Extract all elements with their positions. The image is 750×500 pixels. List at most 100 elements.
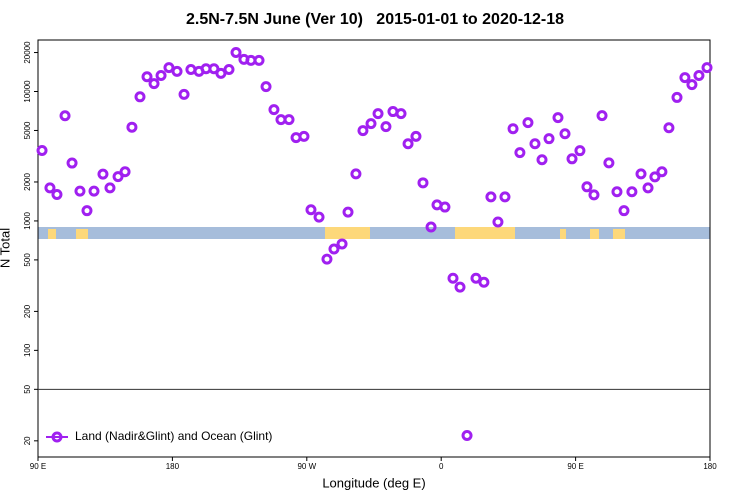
point xyxy=(163,62,175,74)
point xyxy=(283,114,295,126)
y-tick-label: 20000 xyxy=(23,41,32,64)
point xyxy=(36,145,48,157)
point xyxy=(656,166,668,178)
point xyxy=(611,186,623,198)
point xyxy=(686,79,698,91)
point xyxy=(88,185,100,197)
point xyxy=(215,67,227,79)
point xyxy=(603,157,615,169)
point xyxy=(155,69,167,81)
y-tick-label: 2000 xyxy=(23,173,32,191)
point xyxy=(574,145,586,157)
point xyxy=(357,125,369,137)
point xyxy=(223,63,235,75)
point xyxy=(478,276,490,288)
point xyxy=(461,429,473,441)
point xyxy=(268,104,280,116)
y-tick-label: 20 xyxy=(23,436,32,445)
point xyxy=(395,108,407,120)
point xyxy=(81,205,93,217)
point xyxy=(588,189,600,201)
y-tick-label: 200 xyxy=(23,304,32,318)
point xyxy=(439,201,451,213)
point xyxy=(410,130,422,142)
point xyxy=(230,47,242,59)
point xyxy=(618,205,630,217)
point xyxy=(66,157,78,169)
point xyxy=(679,72,691,84)
y-tick-label: 100 xyxy=(23,343,32,357)
point xyxy=(507,123,519,135)
point xyxy=(148,78,160,90)
point xyxy=(134,91,146,103)
point xyxy=(178,88,190,100)
point xyxy=(626,186,638,198)
point xyxy=(126,121,138,133)
point xyxy=(97,168,109,180)
point xyxy=(51,189,63,201)
point xyxy=(328,243,340,255)
land-patch xyxy=(325,227,370,239)
plot-frame xyxy=(37,39,711,458)
point xyxy=(470,272,482,284)
point xyxy=(522,117,534,129)
point xyxy=(104,182,116,194)
point xyxy=(119,166,131,178)
x-tick-label: 180 xyxy=(703,462,717,471)
point xyxy=(253,54,265,66)
point xyxy=(596,110,608,122)
point xyxy=(536,154,548,166)
point xyxy=(380,121,392,133)
x-tick-label: 90 W xyxy=(297,462,316,471)
y-tick-label: 10000 xyxy=(23,80,32,103)
point xyxy=(649,171,661,183)
point xyxy=(336,238,348,250)
point xyxy=(447,272,459,284)
land-patch xyxy=(613,229,625,239)
x-tick-label: 0 xyxy=(439,462,444,471)
point xyxy=(141,71,153,83)
point xyxy=(365,118,377,130)
point xyxy=(485,191,497,203)
x-tick-label: 90 E xyxy=(567,462,583,471)
point xyxy=(305,204,317,216)
point xyxy=(671,91,683,103)
point xyxy=(566,153,578,165)
land-patch xyxy=(455,227,515,239)
point xyxy=(321,253,333,265)
point xyxy=(171,65,183,77)
x-tick-label: 90 E xyxy=(30,462,46,471)
y-tick-label: 50 xyxy=(23,384,32,393)
point xyxy=(260,81,272,93)
point xyxy=(529,138,541,150)
point xyxy=(44,182,56,194)
point xyxy=(581,181,593,193)
point xyxy=(402,138,414,150)
point xyxy=(635,168,647,180)
point xyxy=(74,185,86,197)
x-tick-label: 180 xyxy=(166,462,180,471)
point xyxy=(514,147,526,159)
y-tick-label: 1000 xyxy=(23,211,32,229)
land-mask xyxy=(38,227,710,239)
x-axis-label: Longitude (deg E) xyxy=(322,475,425,490)
land-patch xyxy=(76,229,88,239)
point xyxy=(492,216,504,228)
point xyxy=(499,191,511,203)
ocean-strip xyxy=(38,227,710,239)
land-patch xyxy=(560,229,566,239)
point xyxy=(417,177,429,189)
legend-label: Land (Nadir&Glint) and Ocean (Glint) xyxy=(75,429,272,443)
point xyxy=(208,63,220,75)
y-axis-label: N Total xyxy=(0,228,12,268)
point xyxy=(313,211,325,223)
point xyxy=(559,128,571,140)
point xyxy=(642,182,654,194)
point xyxy=(663,122,675,134)
point xyxy=(298,130,310,142)
legend-marker xyxy=(51,431,63,443)
land-patch xyxy=(590,229,599,239)
point xyxy=(372,108,384,120)
point xyxy=(425,221,437,233)
